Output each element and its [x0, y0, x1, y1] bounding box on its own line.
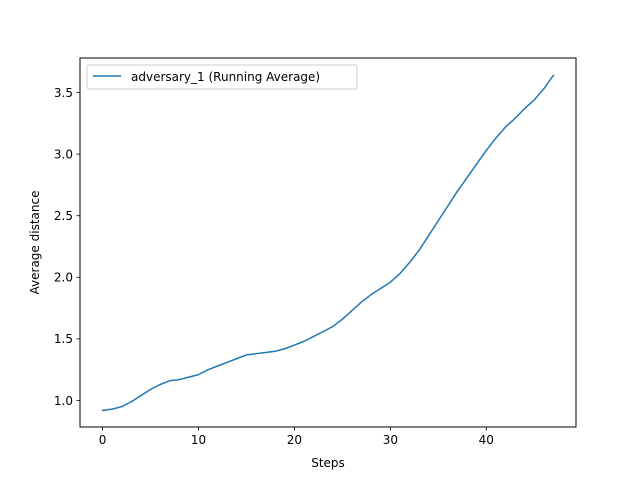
- x-tick-label: 40: [479, 433, 494, 447]
- series-line-0: [101, 74, 555, 412]
- y-axis-ticks: 1.0 1.5 2.0 2.5 3.0 3.5: [54, 86, 80, 408]
- legend-label: adversary_1 (Running Average): [131, 70, 320, 84]
- y-tick-label: 2.0: [54, 271, 73, 285]
- y-tick-label: 1.5: [54, 332, 73, 346]
- x-tick-label: 10: [191, 433, 206, 447]
- y-tick-label: 3.0: [54, 147, 73, 161]
- y-tick-label: 1.0: [54, 394, 73, 408]
- x-axis-ticks: 0 10 20 30 40: [99, 427, 494, 447]
- y-tick-label: 3.5: [54, 86, 73, 100]
- legend: adversary_1 (Running Average): [86, 64, 358, 90]
- axes-frame: [79, 57, 577, 428]
- x-axis-label: Steps: [311, 456, 345, 470]
- y-axis-label: Average distance: [28, 191, 42, 295]
- x-tick-label: 30: [383, 433, 398, 447]
- legend-box: [86, 64, 358, 90]
- x-tick-label: 0: [99, 433, 107, 447]
- plot-area: [101, 74, 555, 412]
- x-tick-label: 20: [287, 433, 302, 447]
- y-tick-label: 2.5: [54, 209, 73, 223]
